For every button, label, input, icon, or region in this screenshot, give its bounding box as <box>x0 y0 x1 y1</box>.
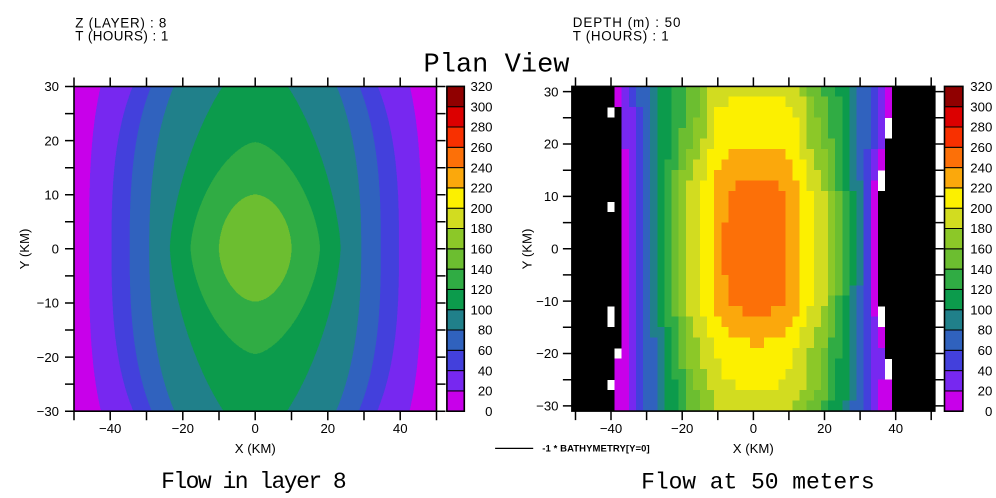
svg-text:X (KM): X (KM) <box>733 441 774 456</box>
svg-text:180: 180 <box>470 221 492 236</box>
svg-text:20: 20 <box>978 384 993 399</box>
svg-text:−10: −10 <box>536 294 558 309</box>
svg-text:140: 140 <box>470 262 492 277</box>
svg-text:300: 300 <box>470 99 492 114</box>
svg-text:320: 320 <box>470 79 492 94</box>
svg-text:Plan View: Plan View <box>424 51 570 81</box>
svg-text:80: 80 <box>978 323 993 338</box>
svg-text:−10: −10 <box>37 296 59 311</box>
svg-text:200: 200 <box>470 201 492 216</box>
svg-text:60: 60 <box>478 343 493 358</box>
svg-text:40: 40 <box>888 421 903 436</box>
svg-text:−30: −30 <box>536 399 558 414</box>
svg-text:180: 180 <box>970 221 992 236</box>
svg-text:Y (KM): Y (KM) <box>520 229 535 270</box>
svg-text:320: 320 <box>970 79 992 94</box>
svg-text:280: 280 <box>970 120 992 135</box>
svg-text:40: 40 <box>393 421 408 436</box>
svg-text:30: 30 <box>44 79 59 94</box>
svg-text:−40: −40 <box>99 421 121 436</box>
svg-text:0: 0 <box>252 421 259 436</box>
svg-text:−20: −20 <box>671 421 693 436</box>
svg-text:20: 20 <box>320 421 335 436</box>
svg-text:220: 220 <box>970 181 992 196</box>
svg-text:60: 60 <box>978 343 993 358</box>
svg-text:Flow at 50 meters: Flow at 50 meters <box>641 470 875 496</box>
svg-text:160: 160 <box>470 242 492 257</box>
svg-text:0: 0 <box>52 242 59 257</box>
svg-text:260: 260 <box>470 140 492 155</box>
svg-text:X (KM): X (KM) <box>235 441 276 456</box>
svg-text:20: 20 <box>44 133 59 148</box>
svg-text:0: 0 <box>985 404 992 419</box>
svg-text:140: 140 <box>970 262 992 277</box>
svg-text:100: 100 <box>470 302 492 317</box>
svg-text:240: 240 <box>970 160 992 175</box>
svg-text:120: 120 <box>970 282 992 297</box>
svg-text:−20: −20 <box>172 421 194 436</box>
svg-text:20: 20 <box>817 421 832 436</box>
svg-text:T (HOURS) : 1: T (HOURS) : 1 <box>75 28 168 43</box>
svg-text:Y (KM): Y (KM) <box>17 229 32 270</box>
svg-text:120: 120 <box>470 282 492 297</box>
svg-text:−30: −30 <box>37 404 59 419</box>
svg-text:260: 260 <box>970 140 992 155</box>
svg-text:200: 200 <box>970 201 992 216</box>
svg-text:DEPTH (m) : 50: DEPTH (m) : 50 <box>573 15 681 30</box>
svg-text:40: 40 <box>478 363 493 378</box>
svg-text:−20: −20 <box>37 350 59 365</box>
svg-text:Z (LAYER) : 8: Z (LAYER) : 8 <box>75 15 166 30</box>
svg-text:-1 * BATHYMETRY[Y=0]: -1 * BATHYMETRY[Y=0] <box>542 444 649 455</box>
svg-text:220: 220 <box>470 181 492 196</box>
svg-text:10: 10 <box>544 189 559 204</box>
svg-text:T (HOURS) : 1: T (HOURS) : 1 <box>573 28 669 43</box>
svg-text:160: 160 <box>970 242 992 257</box>
svg-text:240: 240 <box>470 160 492 175</box>
svg-text:0: 0 <box>750 421 757 436</box>
svg-text:100: 100 <box>970 302 992 317</box>
svg-text:−20: −20 <box>536 346 558 361</box>
svg-text:20: 20 <box>478 384 493 399</box>
svg-text:80: 80 <box>478 323 493 338</box>
svg-text:20: 20 <box>544 137 559 152</box>
svg-text:Flow in layer 8: Flow in layer 8 <box>161 469 347 495</box>
svg-text:−40: −40 <box>600 421 622 436</box>
svg-text:0: 0 <box>485 404 492 419</box>
svg-text:10: 10 <box>44 187 59 202</box>
svg-text:300: 300 <box>970 99 992 114</box>
svg-text:0: 0 <box>551 241 558 256</box>
svg-text:40: 40 <box>978 363 993 378</box>
svg-text:30: 30 <box>544 84 559 99</box>
svg-text:280: 280 <box>470 120 492 135</box>
